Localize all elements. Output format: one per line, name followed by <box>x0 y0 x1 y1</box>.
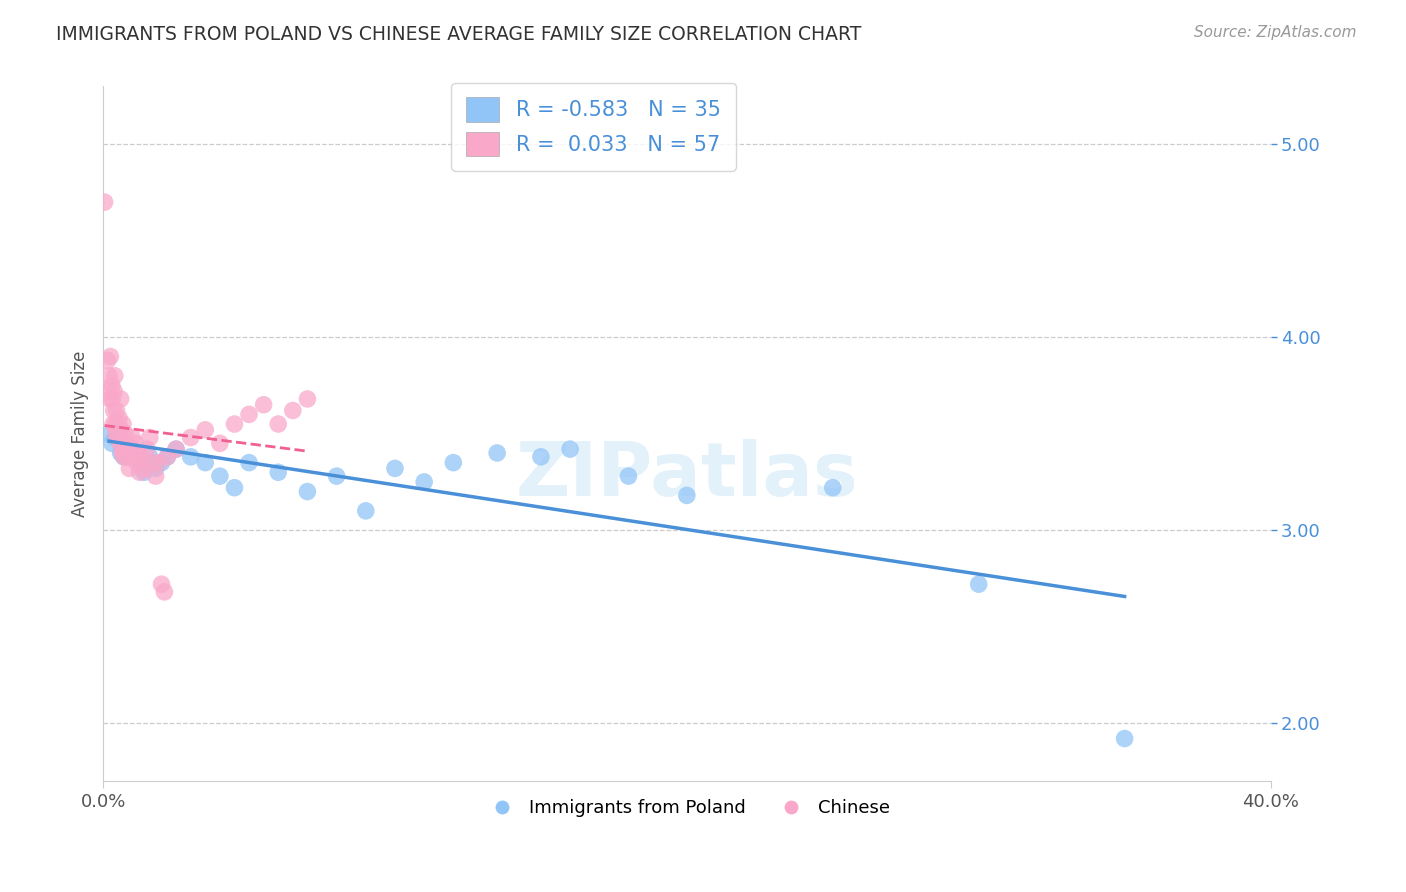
Point <box>486 446 509 460</box>
Point <box>110 423 132 437</box>
Point <box>208 436 231 450</box>
Point <box>112 450 135 464</box>
Point <box>208 469 231 483</box>
Point <box>156 450 179 464</box>
Point <box>112 450 135 464</box>
Point <box>267 465 290 479</box>
Point <box>413 475 436 489</box>
Point <box>107 423 129 437</box>
Y-axis label: Average Family Size: Average Family Size <box>72 351 89 516</box>
Point <box>676 488 699 502</box>
Point <box>105 417 128 431</box>
Point <box>530 450 553 464</box>
Point <box>165 442 187 456</box>
Point <box>253 398 276 412</box>
Point <box>120 446 142 460</box>
Point <box>180 431 202 445</box>
Point <box>115 436 138 450</box>
Point <box>238 408 260 422</box>
Point <box>104 431 127 445</box>
Point <box>325 469 347 483</box>
Point <box>194 423 217 437</box>
Point <box>145 461 167 475</box>
Point <box>139 450 162 464</box>
Point <box>224 417 246 431</box>
Point <box>384 461 406 475</box>
Point <box>122 450 145 464</box>
Point <box>103 384 125 399</box>
Point <box>617 469 640 483</box>
Text: Source: ZipAtlas.com: Source: ZipAtlas.com <box>1194 25 1357 40</box>
Point <box>125 456 148 470</box>
Point <box>104 426 127 441</box>
Point <box>150 577 173 591</box>
Point <box>98 426 121 441</box>
Point <box>111 417 134 431</box>
Point <box>124 436 146 450</box>
Point <box>153 585 176 599</box>
Point <box>97 384 120 399</box>
Point <box>156 450 179 464</box>
Point <box>132 461 155 475</box>
Point <box>101 378 124 392</box>
Point <box>148 456 170 470</box>
Point <box>108 411 131 425</box>
Point <box>114 426 136 441</box>
Point <box>150 456 173 470</box>
Point <box>110 392 132 406</box>
Point <box>441 456 464 470</box>
Point <box>821 481 844 495</box>
Point <box>104 417 127 431</box>
Point <box>98 392 121 406</box>
Point <box>281 403 304 417</box>
Point <box>127 453 149 467</box>
Point <box>121 442 143 456</box>
Point <box>105 403 128 417</box>
Point <box>1114 731 1136 746</box>
Point <box>110 446 132 460</box>
Point <box>118 461 141 475</box>
Point <box>121 431 143 445</box>
Point <box>558 442 581 456</box>
Point <box>180 450 202 464</box>
Point <box>103 403 125 417</box>
Point <box>108 436 131 450</box>
Point <box>165 442 187 456</box>
Point <box>238 456 260 470</box>
Point <box>139 431 162 445</box>
Point <box>224 481 246 495</box>
Point <box>101 392 124 406</box>
Point <box>104 368 127 383</box>
Point <box>129 450 152 464</box>
Point <box>967 577 990 591</box>
Point <box>145 469 167 483</box>
Point <box>297 484 319 499</box>
Legend: Immigrants from Poland, Chinese: Immigrants from Poland, Chinese <box>477 791 897 824</box>
Point <box>267 417 290 431</box>
Point <box>96 353 118 368</box>
Point <box>100 350 122 364</box>
Point <box>117 450 139 464</box>
Point <box>101 436 124 450</box>
Point <box>107 431 129 445</box>
Point <box>101 417 124 431</box>
Point <box>297 392 319 406</box>
Point <box>128 465 150 479</box>
Point <box>135 442 157 456</box>
Point <box>132 465 155 479</box>
Point <box>354 504 377 518</box>
Point <box>115 438 138 452</box>
Text: ZIPatlas: ZIPatlas <box>516 439 858 512</box>
Point <box>194 456 217 470</box>
Point <box>142 456 165 470</box>
Point <box>112 442 135 456</box>
Point <box>127 446 149 460</box>
Point <box>93 195 115 210</box>
Text: IMMIGRANTS FROM POLAND VS CHINESE AVERAGE FAMILY SIZE CORRELATION CHART: IMMIGRANTS FROM POLAND VS CHINESE AVERAG… <box>56 25 862 44</box>
Point <box>98 368 121 383</box>
Point <box>111 446 134 460</box>
